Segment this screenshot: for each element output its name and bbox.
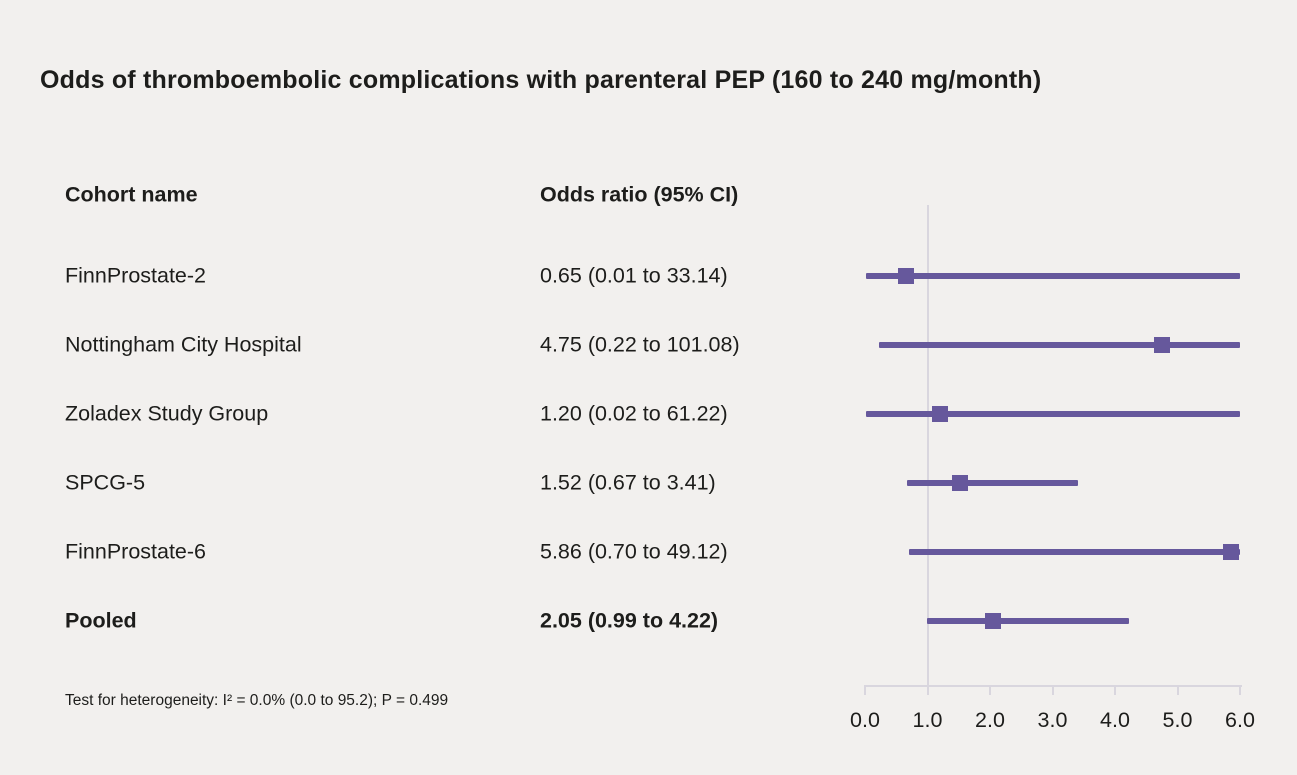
- ci-line: [878, 342, 1240, 348]
- odds-ratio-label: 1.20 (0.02 to 61.22): [540, 401, 728, 426]
- x-axis-tick-mark: [926, 685, 929, 695]
- ci-line: [866, 411, 1240, 417]
- x-axis-tick-label: 6.0: [1225, 708, 1255, 732]
- x-axis-tick-mark: [1051, 685, 1054, 695]
- point-marker: [985, 613, 1002, 629]
- column-header-cohort: Cohort name: [65, 182, 198, 207]
- x-axis-tick-label: 0.0: [850, 708, 880, 732]
- ci-line: [926, 618, 1129, 624]
- ci-line: [906, 480, 1079, 486]
- column-header-odds-ratio: Odds ratio (95% CI): [540, 182, 739, 207]
- odds-ratio-label: 1.52 (0.67 to 3.41): [540, 470, 716, 495]
- x-axis-tick-mark: [1239, 685, 1241, 695]
- point-marker: [932, 406, 948, 422]
- x-axis-tick-label: 2.0: [975, 708, 1005, 732]
- heterogeneity-footnote: Test for heterogeneity: I² = 0.0% (0.0 t…: [65, 692, 449, 709]
- x-axis-tick-mark: [864, 685, 866, 695]
- point-marker: [897, 268, 914, 284]
- odds-ratio-label: 0.65 (0.01 to 33.14): [540, 263, 728, 288]
- x-axis-tick-mark: [1176, 685, 1179, 695]
- cohort-label: Nottingham City Hospital: [65, 332, 302, 357]
- x-axis-tick-mark: [1114, 685, 1116, 695]
- odds-ratio-label: 2.05 (0.99 to 4.22): [540, 608, 719, 633]
- reference-line: [926, 205, 929, 685]
- x-axis-tick-label: 1.0: [912, 708, 943, 732]
- x-axis-line: [865, 685, 1242, 687]
- x-axis-tick-label: 3.0: [1037, 708, 1068, 732]
- x-axis-tick-mark: [989, 685, 991, 695]
- chart-title: Odds of thromboembolic complications wit…: [40, 66, 1042, 94]
- ci-line: [865, 273, 1240, 279]
- ci-line: [908, 549, 1240, 555]
- point-marker: [1153, 337, 1170, 353]
- point-marker: [1223, 544, 1240, 560]
- point-marker: [952, 475, 968, 491]
- cohort-label: Pooled: [65, 608, 137, 633]
- cohort-label: FinnProstate-2: [65, 263, 207, 288]
- odds-ratio-label: 5.86 (0.70 to 49.12): [540, 539, 728, 564]
- x-axis-tick-label: 5.0: [1162, 708, 1193, 732]
- cohort-label: Zoladex Study Group: [65, 401, 269, 426]
- cohort-label: SPCG-5: [65, 470, 146, 495]
- plot-area: 0.0 1.0 2.0 3.0 4.0 5.0 6.0: [850, 0, 1255, 775]
- odds-ratio-label: 4.75 (0.22 to 101.08): [540, 332, 740, 357]
- cohort-label: FinnProstate-6: [65, 539, 207, 564]
- x-axis-tick-label: 4.0: [1100, 708, 1130, 732]
